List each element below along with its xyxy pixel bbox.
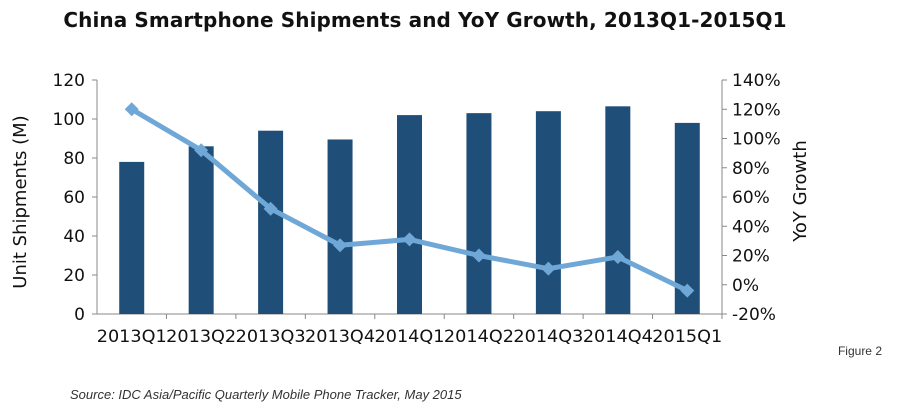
right-tick-label: 60% [732,188,770,208]
right-tick-label: 20% [732,247,770,267]
x-tick-label: 2013Q4 [305,327,375,347]
bar [535,111,561,314]
x-tick-label: 2014Q1 [375,327,445,347]
left-tick-label: 60 [63,188,85,208]
bar [188,146,214,314]
x-tick-label: 2013Q2 [166,327,236,347]
right-tick-label: 80% [732,159,770,179]
source-note: Source: IDC Asia/Pacific Quarterly Mobil… [70,387,462,402]
left-axis-title: Unit Shipments (M) [10,115,31,288]
axis-labels: 0 20 40 60 80 100 120 -20% 0% 20% 40% 60% 80% 100% 120… [10,71,811,347]
x-tick-label: 2015Q1 [652,327,722,347]
x-tick-label: 2014Q2 [444,327,514,347]
line-series [124,102,695,298]
right-tick-label: 120% [732,100,781,120]
growth-point [471,248,486,263]
x-tick-label: 2014Q4 [583,327,653,347]
growth-point [680,283,695,298]
bar [466,113,492,315]
left-tick-label: 100 [53,110,85,130]
growth-point [333,238,348,253]
growth-point [610,249,625,264]
right-tick-label: 100% [732,130,781,150]
growth-point [194,143,209,158]
bar-series [119,106,700,315]
left-tick-label: 80 [63,149,85,169]
bar [258,130,284,314]
bar [327,139,353,314]
right-tick-label: 140% [732,71,781,91]
x-tick-label: 2013Q1 [97,327,167,347]
left-tick-label: 20 [63,266,85,286]
growth-point [402,232,417,247]
right-tick-label: -20% [732,305,776,325]
bar [605,106,631,314]
x-tick-label: 2014Q3 [513,327,583,347]
left-tick-label: 0 [74,305,85,325]
bar [119,161,145,314]
right-tick-label: 40% [732,217,770,237]
chart-title: China Smartphone Shipments and YoY Growt… [63,8,787,32]
right-tick-label: 0% [732,276,759,296]
figure-label: Figure 2 [837,344,882,358]
growth-point [541,261,556,276]
growth-point [263,201,278,216]
x-tick-label: 2013Q3 [236,327,306,347]
left-tick-label: 120 [53,71,85,91]
bar [397,115,422,314]
left-tick-label: 40 [63,227,85,247]
right-axis-title: YoY Growth [790,140,811,243]
bar [674,122,700,315]
growth-point [124,102,139,117]
